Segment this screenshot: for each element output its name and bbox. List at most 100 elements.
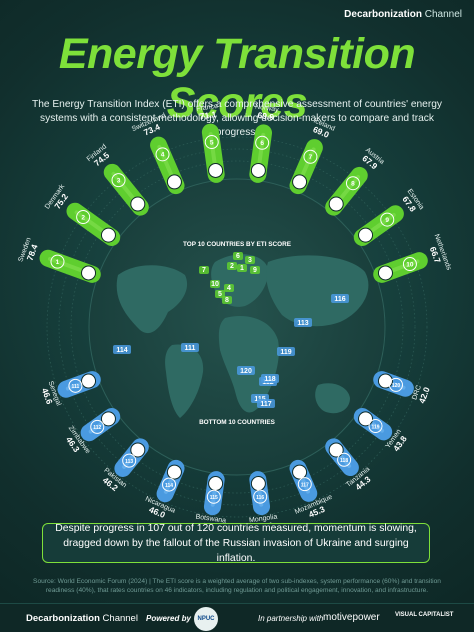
top-country-5: France xyxy=(196,103,219,113)
bottom-flag-111 xyxy=(81,373,97,389)
top-rank-ring-6 xyxy=(255,135,270,150)
top-value-5: 71.1 xyxy=(199,109,217,121)
map-bottom-label-114: 114 xyxy=(116,347,127,354)
top-rank-ring-2 xyxy=(76,210,91,225)
africa-shape xyxy=(218,316,279,413)
bottom-flag-119 xyxy=(358,411,374,427)
top-flag-9 xyxy=(358,227,374,243)
bottom-rank-119: 119 xyxy=(371,424,379,430)
map-top-marker-7 xyxy=(199,266,209,274)
bottom-country-120: DRC xyxy=(411,384,423,401)
top-rank-7: 7 xyxy=(309,154,313,161)
bottom-rank-ring-119 xyxy=(368,419,383,434)
bottom-rank-115: 115 xyxy=(210,495,218,501)
map-bottom-label-118: 118 xyxy=(264,376,275,383)
map-bottom-marker-114 xyxy=(113,345,131,354)
message-box: Despite progress in 107 out of 120 count… xyxy=(42,522,430,564)
bottom-rank-116: 116 xyxy=(256,495,264,501)
bottom-flag-112 xyxy=(100,411,116,427)
bottom-rank-114: 114 xyxy=(165,483,173,489)
world-map xyxy=(88,178,386,476)
map-top-marker-1 xyxy=(237,264,247,272)
top-rank-ring-10 xyxy=(402,257,417,272)
map-bottom-marker-117 xyxy=(257,399,275,408)
top-rank-5: 5 xyxy=(210,139,214,146)
map-top-label-3: 3 xyxy=(248,257,252,264)
map-top-label-10: 10 xyxy=(211,281,219,288)
map-top-marker-2 xyxy=(227,262,237,270)
source-note: Source: World Economic Forum (2024) | Th… xyxy=(33,578,441,594)
map-top-marker-4 xyxy=(224,284,234,292)
top-flag-8 xyxy=(328,196,344,212)
top-rank-ring-7 xyxy=(303,149,318,164)
bottom-rank-ring-118 xyxy=(337,452,352,467)
bottom-10-label: BOTTOM 10 COUNTRIES xyxy=(199,419,276,426)
bottom-flag-114 xyxy=(166,464,182,480)
map-bottom-label-113: 113 xyxy=(297,320,308,327)
map-top-marker-9 xyxy=(250,266,260,274)
bottom-flag-115 xyxy=(208,476,224,492)
top-rank-4: 4 xyxy=(161,152,165,159)
map-top-label-2: 2 xyxy=(230,263,234,270)
map-bottom-marker-119 xyxy=(277,347,295,356)
map-top-marker-8 xyxy=(222,296,232,304)
map-bottom-label-116: 116 xyxy=(334,296,345,303)
visual-capitalist-logo: VISUAL CAPITALIST xyxy=(395,612,454,618)
npuc-logo: NPUC xyxy=(194,607,218,631)
top-value-6: 69.9 xyxy=(257,110,275,122)
top-rank-2: 2 xyxy=(81,214,85,221)
bottom-rank-118: 118 xyxy=(340,458,348,464)
map-top-label-4: 4 xyxy=(227,285,231,292)
bottom-rank-ring-117 xyxy=(297,477,312,492)
map-top-marker-10 xyxy=(210,280,220,288)
top-rank-1: 1 xyxy=(56,259,60,266)
map-top-label-1: 1 xyxy=(240,265,244,272)
top-flag-5 xyxy=(208,162,224,178)
bottom-flag-116 xyxy=(250,476,266,492)
map-bottom-marker-111 xyxy=(181,343,199,352)
page-title: Energy Transition Scores xyxy=(58,30,416,127)
map-bottom-marker-118 xyxy=(261,374,279,383)
top-rank-ring-5 xyxy=(204,135,219,150)
bottom-flag-118 xyxy=(328,442,344,458)
map-top-label-6: 6 xyxy=(236,253,240,260)
top-rank-8: 8 xyxy=(351,181,355,188)
bottom-rank-ring-120 xyxy=(388,377,403,392)
footer-brand: Decarbonization Channel xyxy=(26,613,138,624)
top-rank-ring-1 xyxy=(50,254,65,269)
bottom-rank-ring-111 xyxy=(68,378,83,393)
bottom-country-115: Botswana xyxy=(195,514,227,525)
map-top-label-5: 5 xyxy=(218,291,222,298)
bottom-bar-115: 11545.6Botswana xyxy=(195,471,227,533)
country-highlights: 1234567891011111211311411511611711811912… xyxy=(113,252,349,408)
bottom-rank-113: 113 xyxy=(125,459,133,465)
top-rank-6: 6 xyxy=(260,140,264,147)
top-10-label: TOP 10 COUNTRIES BY ETI SCORE xyxy=(183,241,292,248)
bottom-rank-111: 111 xyxy=(72,384,80,390)
asia-shape xyxy=(266,255,369,327)
page-subtitle: The Energy Transition Index (ETI) offers… xyxy=(31,99,443,138)
top-rank-9: 9 xyxy=(385,217,389,224)
message-text: Despite progress in 107 out of 120 count… xyxy=(55,522,417,564)
top-rank-10: 10 xyxy=(406,261,414,268)
map-bottom-label-117: 117 xyxy=(260,401,271,408)
bottom-rank-ring-114 xyxy=(162,477,177,492)
top-flag-2 xyxy=(100,227,116,243)
scale-ring-20 xyxy=(70,160,404,494)
bottom-rank-ring-116 xyxy=(253,489,268,504)
